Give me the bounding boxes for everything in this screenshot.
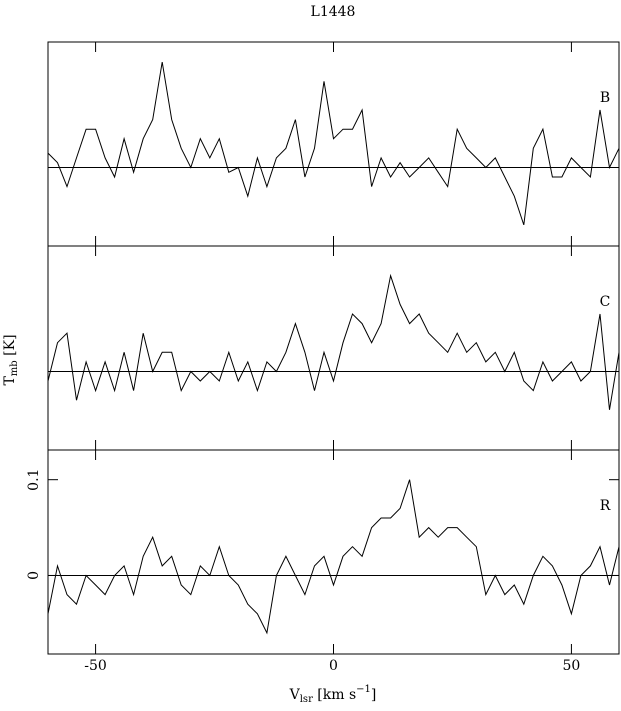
x-tick-label: -50 <box>84 658 107 674</box>
chart-title: L1448 <box>311 4 356 20</box>
x-label-end: ] <box>371 687 376 703</box>
y-tick-label: 0 <box>26 571 42 580</box>
panel-label: B <box>600 90 610 106</box>
y-label-main: T <box>2 376 18 386</box>
x-label-sup: −1 <box>356 684 371 695</box>
x-label-main: V <box>289 687 301 703</box>
spectrum-line <box>47 62 620 226</box>
y-label-sub: mb <box>9 360 20 376</box>
spectrum-line <box>47 273 620 410</box>
panel-frame <box>47 41 620 247</box>
spectrum-line <box>47 479 620 635</box>
panel-frame <box>47 449 620 655</box>
x-label-rest: [km s <box>313 687 356 703</box>
panel-frame <box>47 245 620 451</box>
x-label-sub: lsr <box>300 694 313 705</box>
y-tick-label: 0.1 <box>26 469 42 491</box>
panel-label: R <box>600 498 611 514</box>
x-tick-label: 0 <box>329 658 338 674</box>
x-axis-label: Vlsr [km s−1] <box>289 684 377 705</box>
x-tick-label: 50 <box>563 658 581 674</box>
y-axis-label: Tmb [K] <box>2 334 20 385</box>
y-label-rest: [K] <box>2 334 18 360</box>
panel-label: C <box>600 294 611 310</box>
